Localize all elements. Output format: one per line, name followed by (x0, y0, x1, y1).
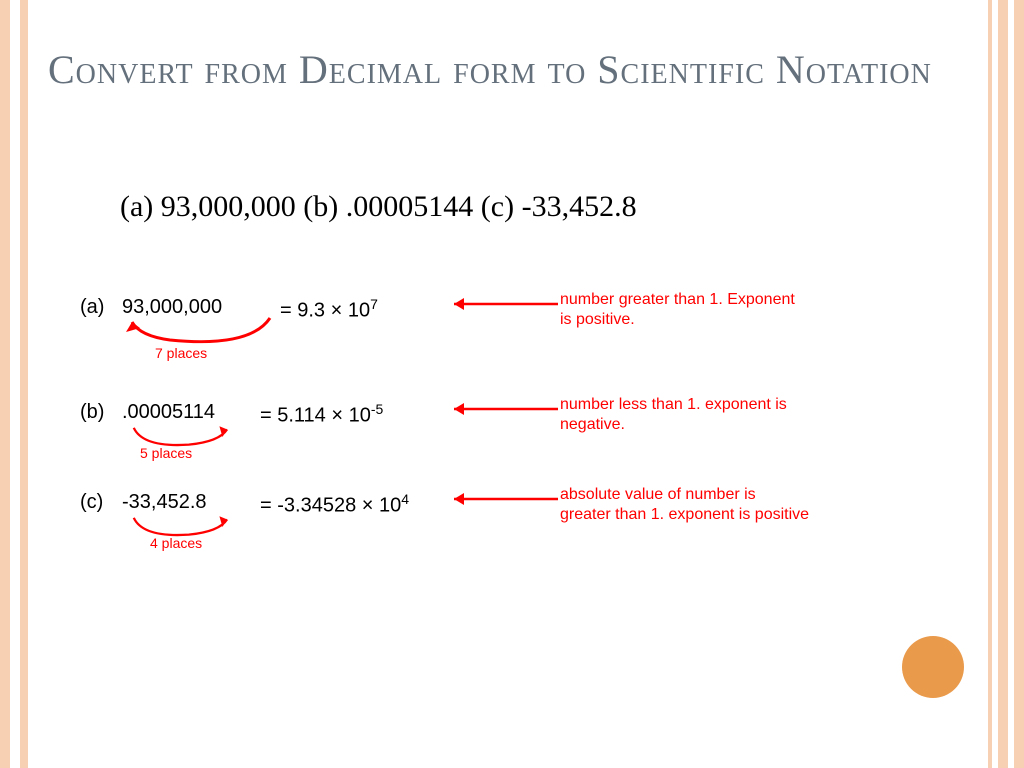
decor-stripe (20, 0, 28, 768)
decor-stripe (0, 0, 10, 768)
pointer-arrow-icon (440, 294, 560, 314)
result-base: = 5.114 × 10 (260, 405, 371, 427)
annotation-note: number greater than 1. Exponent is posit… (560, 290, 810, 330)
row-label: (b) (80, 401, 104, 424)
result-base: = 9.3 × 10 (280, 300, 370, 322)
slide: Convert from Decimal form to Scientific … (0, 0, 1024, 768)
scientific-result: = 5.114 × 10-5 (260, 401, 383, 428)
row-label: (c) (80, 491, 103, 514)
places-label: 4 places (150, 535, 202, 551)
decor-stripe (1014, 0, 1024, 768)
example-row-b: (b) .00005114 = 5.114 × 10-5 5 places nu… (80, 395, 900, 485)
decor-circle-icon (902, 636, 964, 698)
annotation-note: absolute value of number is greater than… (560, 485, 810, 525)
places-label: 5 places (140, 445, 192, 461)
example-row-c: (c) -33,452.8 = -3.34528 × 104 4 places … (80, 485, 900, 605)
example-row-a: (a) 93,000,000 = 9.3 × 107 7 places numb… (80, 290, 900, 395)
decor-stripe (998, 0, 1008, 768)
pointer-arrow-icon (440, 399, 560, 419)
result-exponent: 7 (370, 296, 378, 312)
row-label: (a) (80, 296, 104, 319)
slide-title: Convert from Decimal form to Scientific … (48, 45, 964, 95)
result-base: = -3.34528 × 10 (260, 495, 401, 517)
problem-statement: (a) 93,000,000 (b) .00005144 (c) -33,452… (120, 190, 637, 224)
result-exponent: 4 (401, 491, 409, 507)
pointer-arrow-icon (440, 489, 560, 509)
result-exponent: -5 (371, 401, 383, 417)
decor-stripe (988, 0, 992, 768)
places-label: 7 places (155, 345, 207, 361)
worked-examples: (a) 93,000,000 = 9.3 × 107 7 places numb… (80, 290, 900, 605)
scientific-result: = -3.34528 × 104 (260, 491, 409, 518)
annotation-note: number less than 1. exponent is negative… (560, 395, 810, 435)
scientific-result: = 9.3 × 107 (280, 296, 378, 323)
